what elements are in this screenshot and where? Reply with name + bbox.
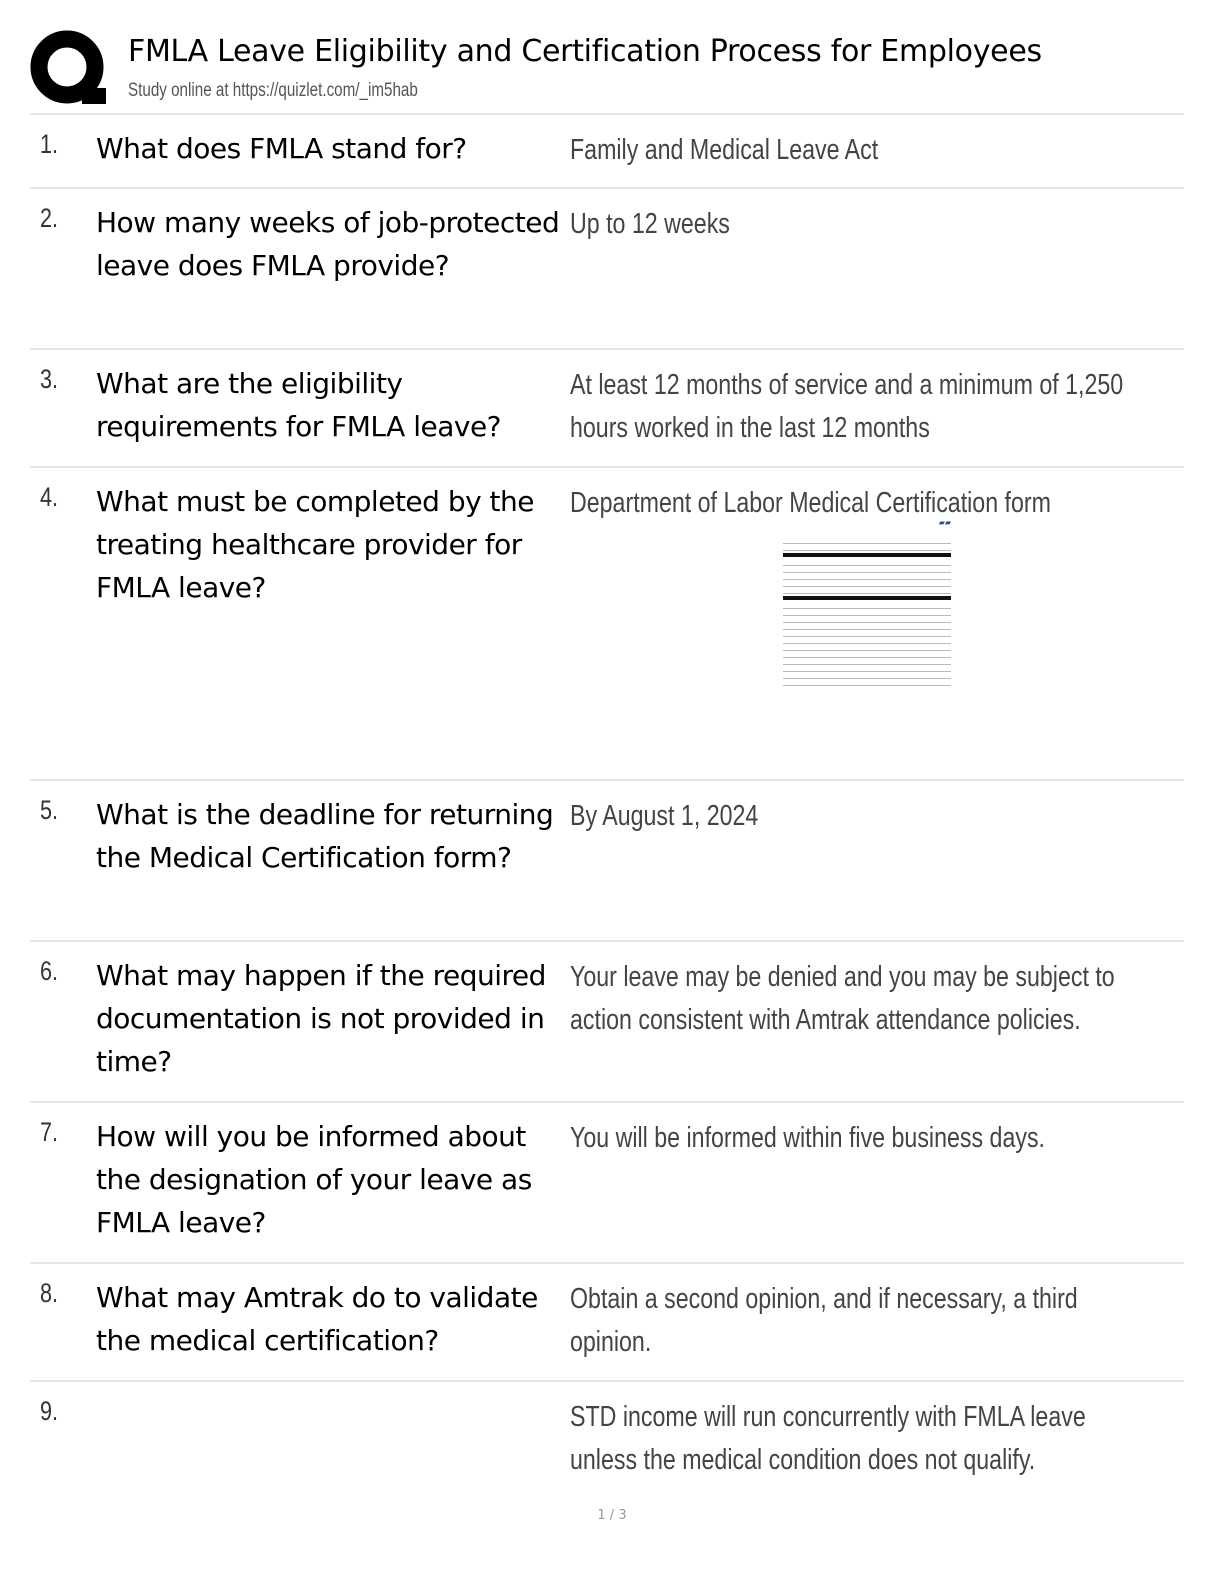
card-answer: STD income will run concurrently with FM… [570,1401,1086,1476]
document-title: FMLA Leave Eligibility and Certification… [128,34,1042,69]
card-answer: Obtain a second opinion, and if necessar… [570,1283,1078,1358]
card-row: 6. What may happen if the required docum… [30,940,1184,1102]
card-row: 1. What does FMLA stand for? Family and … [30,113,1184,189]
card-question: What may Amtrak do to validate the medic… [96,1281,538,1357]
card-number: 1. [40,129,59,159]
page-number: 1 / 3 [597,1508,627,1523]
card-number: 2. [40,203,59,233]
card-answer: Your leave may be denied and you may be … [570,961,1115,1036]
card-row: 5. What is the deadline for returning th… [30,779,1184,941]
card-question: How many weeks of job-protected leave do… [96,206,560,282]
card-number: 6. [40,956,59,986]
quizlet-logo-icon [30,30,106,104]
card-question: What are the eligibility requirements fo… [96,367,502,443]
card-row: 7. How will you be informed about the de… [30,1101,1184,1263]
card-row: 4. What must be completed by the treatin… [30,466,1184,780]
card-answer: Up to 12 weeks [570,208,730,240]
card-number: 8. [40,1278,59,1308]
card-question: What does FMLA stand for? [96,132,467,165]
card-answer: By August 1, 2024 [570,800,759,832]
card-row: 9. STD income will run concurrently with… [30,1380,1184,1492]
card-answer: You will be informed within five busines… [570,1122,1045,1154]
card-number: 5. [40,795,59,825]
card-row: 2. How many weeks of job-protected leave… [30,187,1184,349]
card-answer: Department of Labor Medical Certificatio… [570,487,1051,519]
card-number: 3. [40,364,59,394]
card-number: 9. [40,1396,59,1426]
card-question: What is the deadline for returning the M… [96,798,554,874]
card-question: What must be completed by the treating h… [96,485,535,604]
card-answer: Family and Medical Leave Act [570,134,879,166]
card-answer: At least 12 months of service and a mini… [570,369,1124,444]
medical-certification-form-image: ▰▰ [783,518,951,766]
card-number: 7. [40,1117,59,1147]
card-question: How will you be informed about the desig… [96,1120,532,1239]
card-number: 4. [40,482,59,512]
study-link[interactable]: Study online at https://quizlet.com/_im5… [128,80,418,101]
card-row: 3. What are the eligibility requirements… [30,348,1184,468]
card-row: 8. What may Amtrak do to validate the me… [30,1262,1184,1382]
card-question: What may happen if the required document… [96,959,546,1078]
